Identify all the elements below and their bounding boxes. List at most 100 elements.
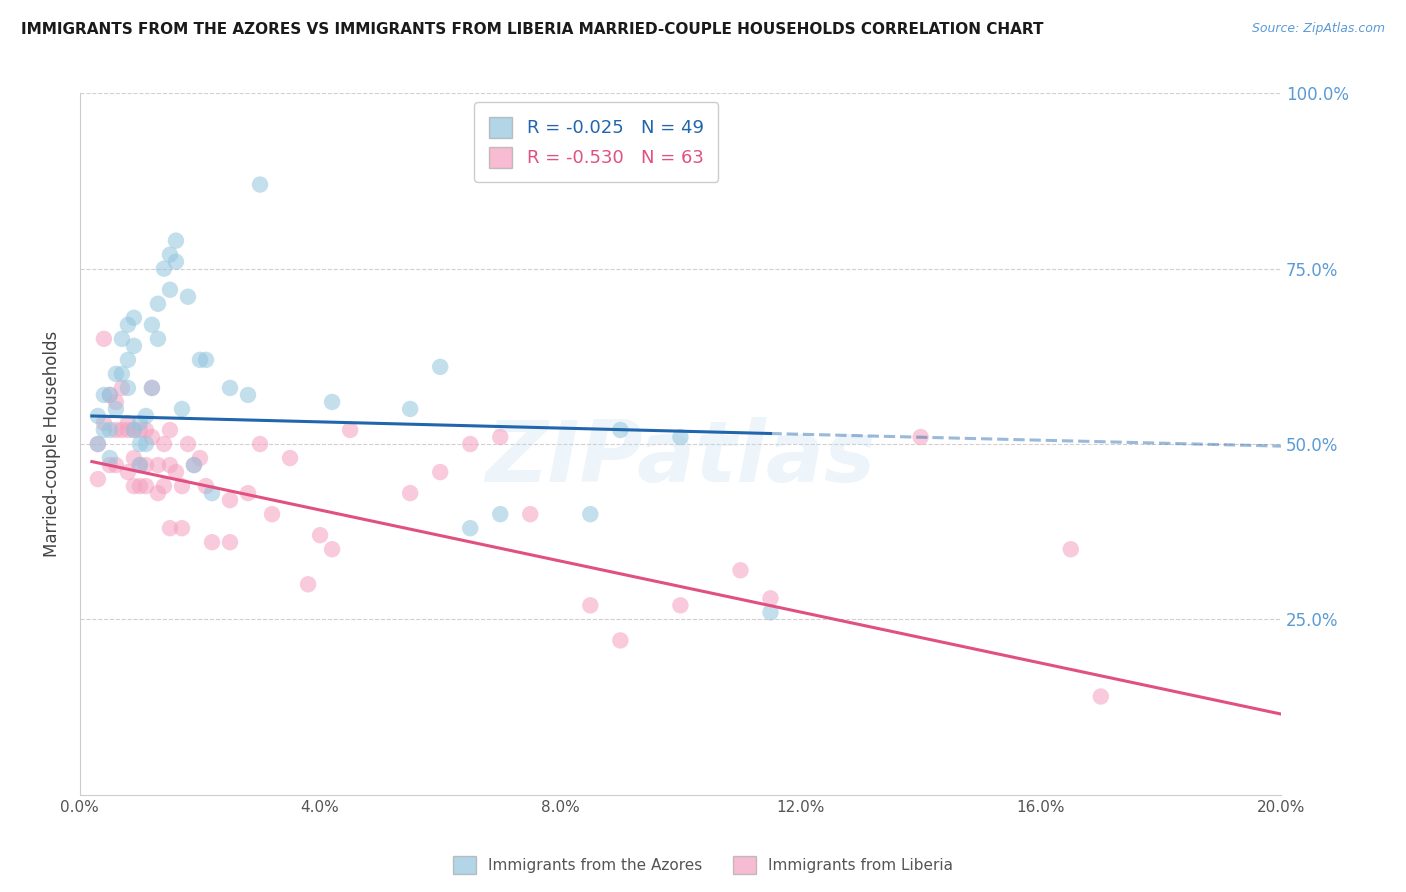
Point [98, 388, 121, 402]
Point [759, 591, 782, 606]
Point [609, 423, 631, 437]
Point [170, 521, 193, 535]
Point [104, 458, 127, 472]
Point [141, 381, 163, 395]
Point [201, 486, 224, 500]
Point [260, 507, 283, 521]
Point [93, 388, 115, 402]
Text: ZIPatlas: ZIPatlas [485, 417, 876, 500]
Point [321, 395, 343, 409]
Point [129, 416, 152, 430]
Point [146, 297, 169, 311]
Point [135, 479, 157, 493]
Point [117, 416, 139, 430]
Point [236, 388, 259, 402]
Point [177, 437, 200, 451]
Point [519, 507, 541, 521]
Point [98, 423, 121, 437]
Point [730, 563, 752, 577]
Point [609, 633, 631, 648]
Y-axis label: Married-couple Households: Married-couple Households [44, 331, 60, 558]
Point [122, 310, 145, 325]
Point [93, 416, 115, 430]
Point [122, 339, 145, 353]
Point [458, 437, 481, 451]
Point [249, 178, 271, 192]
Point [339, 423, 361, 437]
Point [759, 605, 782, 619]
Point [489, 507, 512, 521]
Point [122, 479, 145, 493]
Point [135, 423, 157, 437]
Point [429, 359, 451, 374]
Point [489, 430, 512, 444]
Point [159, 458, 181, 472]
Point [183, 458, 205, 472]
Point [129, 437, 152, 451]
Point [87, 409, 110, 423]
Point [104, 367, 127, 381]
Point [278, 451, 301, 466]
Point [117, 318, 139, 332]
Point [135, 409, 157, 423]
Point [249, 437, 271, 451]
Point [111, 423, 134, 437]
Point [111, 367, 134, 381]
Point [321, 542, 343, 557]
Point [146, 458, 169, 472]
Point [117, 465, 139, 479]
Point [297, 577, 319, 591]
Point [93, 332, 115, 346]
Point [87, 437, 110, 451]
Point [135, 437, 157, 451]
Point [122, 423, 145, 437]
Point [165, 465, 187, 479]
Point [104, 395, 127, 409]
Point [153, 479, 176, 493]
Point [170, 479, 193, 493]
Legend: Immigrants from the Azores, Immigrants from Liberia: Immigrants from the Azores, Immigrants f… [447, 850, 959, 880]
Point [429, 465, 451, 479]
Point [201, 535, 224, 549]
Point [87, 437, 110, 451]
Point [104, 401, 127, 416]
Point [165, 254, 187, 268]
Point [165, 234, 187, 248]
Point [458, 521, 481, 535]
Point [219, 493, 242, 508]
Point [129, 458, 152, 472]
Point [129, 479, 152, 493]
Point [159, 248, 181, 262]
Point [188, 352, 211, 367]
Point [159, 423, 181, 437]
Point [146, 486, 169, 500]
Point [183, 458, 205, 472]
Point [122, 423, 145, 437]
Point [309, 528, 332, 542]
Point [117, 381, 139, 395]
Point [219, 381, 242, 395]
Point [579, 507, 602, 521]
Point [104, 423, 127, 437]
Point [177, 290, 200, 304]
Point [1060, 542, 1083, 557]
Point [117, 352, 139, 367]
Point [159, 521, 181, 535]
Point [910, 430, 932, 444]
Point [141, 430, 163, 444]
Point [669, 599, 692, 613]
Point [98, 458, 121, 472]
Point [236, 486, 259, 500]
Point [219, 535, 242, 549]
Point [122, 451, 145, 466]
Point [159, 283, 181, 297]
Point [153, 437, 176, 451]
Point [1090, 690, 1112, 704]
Point [399, 401, 422, 416]
Text: Source: ZipAtlas.com: Source: ZipAtlas.com [1251, 22, 1385, 36]
Text: IMMIGRANTS FROM THE AZORES VS IMMIGRANTS FROM LIBERIA MARRIED-COUPLE HOUSEHOLDS : IMMIGRANTS FROM THE AZORES VS IMMIGRANTS… [21, 22, 1043, 37]
Point [111, 381, 134, 395]
Point [146, 332, 169, 346]
Point [98, 451, 121, 466]
Point [669, 430, 692, 444]
